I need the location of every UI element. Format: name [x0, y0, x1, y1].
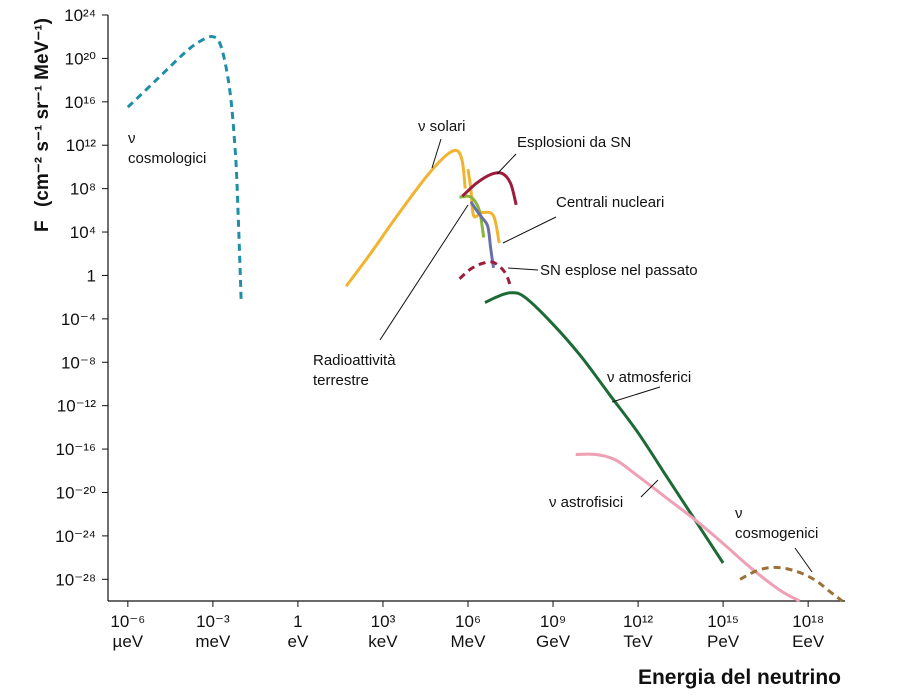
x-tick-unit: µeV — [113, 632, 144, 651]
series-line-astrofisici-8 — [575, 452, 801, 603]
y-tick-label: 10⁻⁸ — [61, 353, 96, 372]
y-tick-label: 10⁻⁴ — [61, 310, 96, 329]
annotation-label: ν atmosferici — [607, 369, 691, 386]
y-tick-label: 10⁴ — [70, 223, 96, 242]
series-line-cosmogenici-9 — [739, 565, 844, 603]
series-line-cosmologici-0 — [126, 35, 243, 303]
x-tick-label: 10⁶ — [455, 612, 481, 631]
annotation-leader-line — [794, 547, 813, 573]
x-tick-unit: TeV — [623, 632, 653, 651]
annotation-leader-line — [611, 386, 661, 403]
y-tick-label: 10¹² — [66, 136, 97, 155]
x-tick-label: 10⁹ — [540, 612, 566, 631]
annotation-leader-line — [640, 479, 659, 498]
y-tick-label: 10⁻²⁸ — [55, 570, 96, 589]
series-line-centrali-nucleari-4 — [469, 200, 495, 269]
x-tick-label: 10¹² — [623, 612, 654, 631]
annotation-label: ν — [735, 505, 743, 522]
y-tick-label: 10²⁴ — [64, 6, 96, 25]
x-tick-label: 10⁻⁶ — [110, 612, 145, 631]
annotation-label: SN esplose nel passato — [540, 262, 698, 279]
x-tick-unit: eV — [288, 632, 309, 651]
x-tick-unit: GeV — [536, 632, 571, 651]
annotation-leader-line — [496, 153, 517, 175]
annotation-label: Radioattività — [313, 352, 396, 369]
axes — [107, 15, 845, 602]
annotation-leader-line — [379, 204, 469, 341]
annotation-label: Esplosioni da SN — [517, 134, 631, 151]
y-tick-label: 10⁻¹⁶ — [55, 440, 96, 459]
y-tick-label: 10⁻²⁴ — [55, 527, 96, 546]
annotation-label: cosmologici — [128, 150, 206, 167]
annotation-label: ν — [128, 130, 136, 147]
annotation-label: cosmogenici — [735, 525, 818, 542]
annotation-label: terrestre — [313, 372, 369, 389]
series-line-esplosioni-da-sn-5 — [461, 171, 518, 206]
x-tick-label: 10¹⁸ — [792, 612, 824, 631]
y-axis-title: F (cm⁻² s⁻¹ sr⁻¹ MeV⁻¹) — [32, 18, 53, 232]
y-axis-symbol: F — [32, 220, 53, 232]
y-tick-label: 1 — [87, 266, 96, 285]
series-line-sn-esplose-nel-passato-6 — [458, 260, 512, 287]
x-tick-unit: PeV — [707, 632, 740, 651]
annotation-leader-line — [507, 267, 539, 271]
annotation-label: ν solari — [418, 118, 466, 135]
annotation-label: Centrali nucleari — [556, 194, 664, 211]
y-tick-label: 10⁻¹² — [57, 397, 97, 416]
x-tick-label: 10¹⁵ — [707, 612, 739, 631]
y-tick-label: 10¹⁶ — [64, 93, 96, 112]
x-tick-unit: keV — [368, 632, 398, 651]
y-tick-label: 10⁸ — [70, 180, 96, 199]
y-tick-label: 10²⁰ — [65, 49, 97, 68]
series-line-radioattivita-terrestre-3 — [459, 194, 486, 238]
x-tick-unit: MeV — [451, 632, 487, 651]
x-axis-title: Energia del neutrino — [638, 666, 841, 689]
series-line-solari-1 — [344, 148, 467, 288]
annotation-leader-line — [502, 216, 557, 244]
y-ticks: 10²⁴ 10²⁰ 10¹⁶ 10¹² 10⁸ 10⁴ 1 10⁻⁴ 10⁻⁸ 10⁻¹² 10⁻¹… — [55, 6, 108, 589]
annotations: ν cosmologici ν solari Esplosioni da SN Cent… — [128, 118, 818, 573]
annotation-label: ν astrofisici — [549, 494, 623, 511]
x-tick-label: 10³ — [371, 612, 396, 631]
x-tick-label: 1 — [293, 612, 302, 631]
y-axis-units: (cm⁻² s⁻¹ sr⁻¹ MeV⁻¹) — [32, 18, 53, 207]
series-line-atmosferici-7 — [484, 291, 725, 564]
series-group — [126, 35, 844, 603]
annotation-leader-line — [431, 138, 442, 169]
x-tick-label: 10⁻³ — [196, 612, 230, 631]
x-tick-unit: meV — [195, 632, 231, 651]
y-tick-label: 10⁻²⁰ — [56, 483, 97, 502]
x-tick-unit: EeV — [792, 632, 825, 651]
